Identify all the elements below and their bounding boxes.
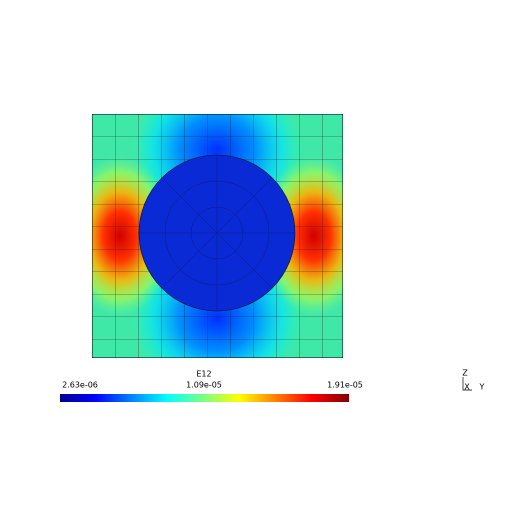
- color-bar: [60, 394, 349, 402]
- legend-label: 2.63e-06: [62, 381, 98, 390]
- contour-plot: [92, 114, 343, 358]
- color-legend: E12 2.63e-06 1.09e-05 1.91e-05: [60, 370, 363, 402]
- triad-label: X: [464, 383, 470, 392]
- triad-label: Y: [479, 383, 485, 392]
- axis-triad: Z X Y: [462, 369, 484, 392]
- triad-label: Z: [462, 369, 468, 378]
- legend-label: 1.09e-05: [186, 381, 222, 390]
- legend-label: 1.91e-05: [327, 381, 363, 390]
- legend-title: E12: [196, 370, 211, 379]
